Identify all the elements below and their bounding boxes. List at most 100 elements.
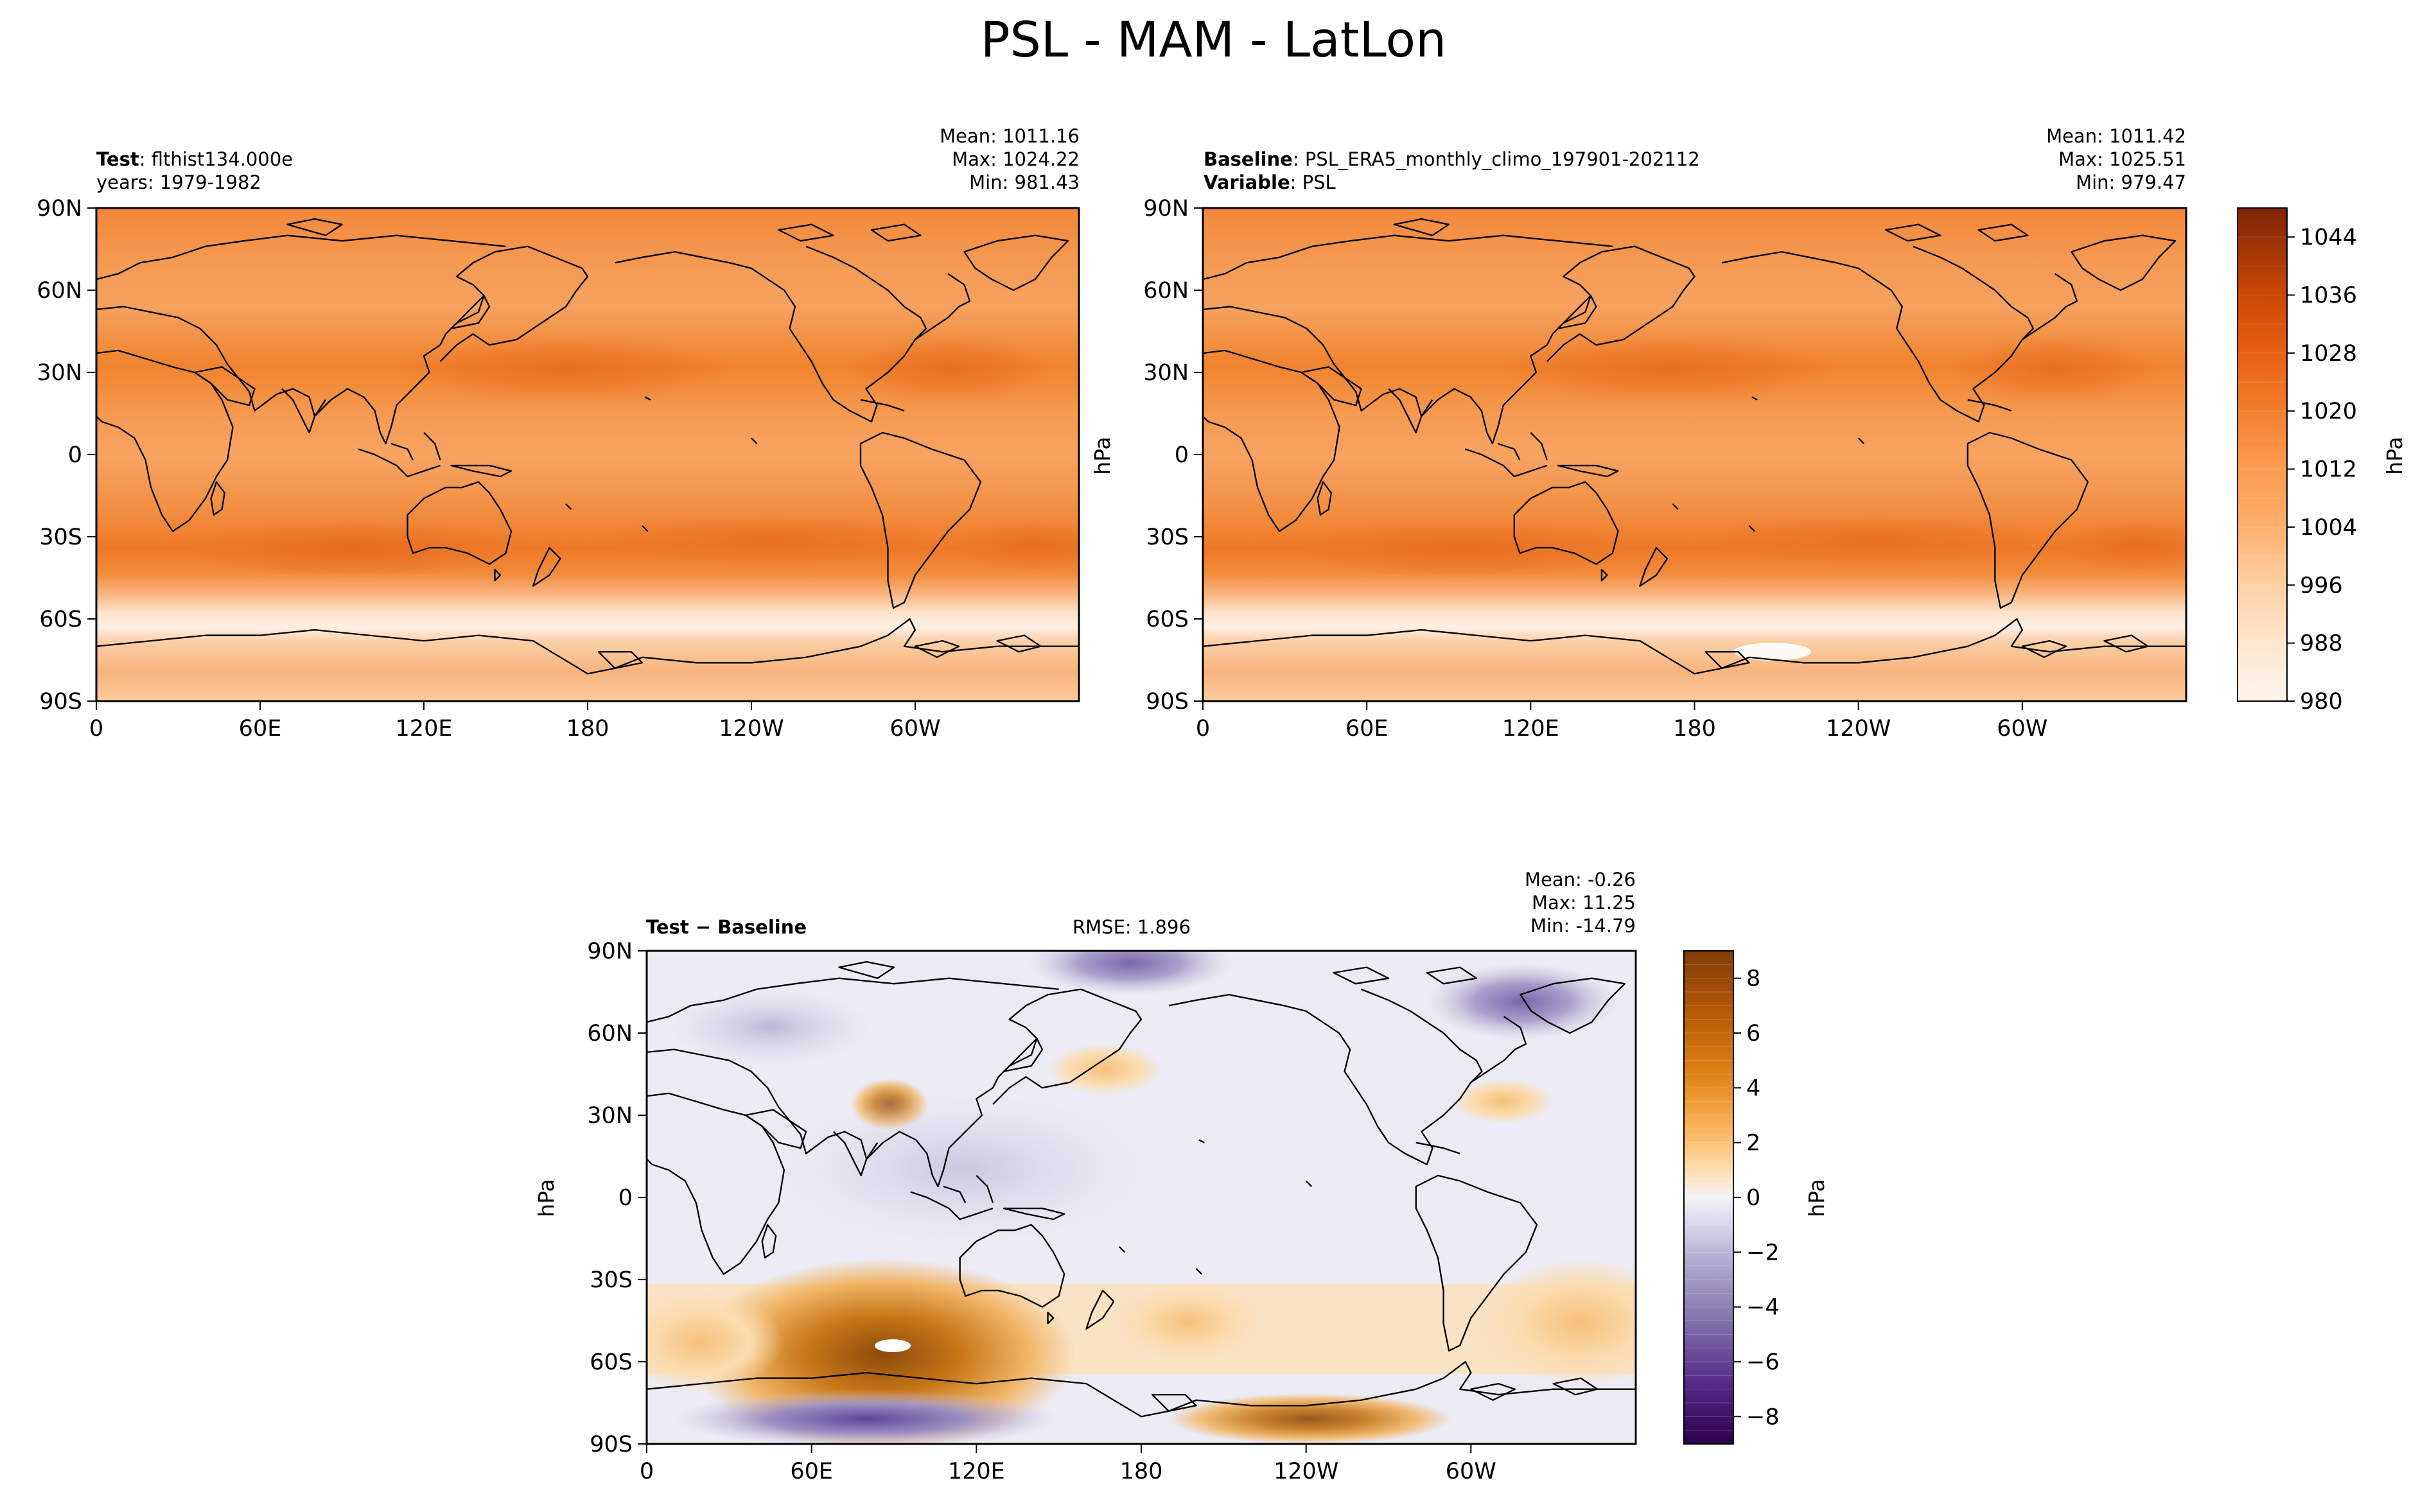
baseline-variable-value: PSL <box>1302 171 1336 193</box>
test-xtick-label: 180 <box>566 716 609 742</box>
baseline-max: Max: 1025.51 <box>2058 148 2186 170</box>
diff-negative-eurasia <box>668 989 873 1066</box>
baseline-ytick-label: 30S <box>1146 525 1189 550</box>
baseline-high-north-atlantic <box>1952 334 2158 404</box>
colorbar-diff-ramp <box>1684 951 1733 1444</box>
colorbar-diff <box>1683 950 1734 1445</box>
colorbar-top-bands <box>2238 236 2287 673</box>
test-ytick-label: 60S <box>39 607 82 632</box>
baseline-low-ross-sea <box>1734 643 1811 661</box>
diff-ylabel: hPa <box>534 1179 559 1217</box>
diff-map <box>645 950 1637 1445</box>
test-map-field <box>96 208 1079 701</box>
colorbar-diff-label: hPa <box>1804 1179 1829 1217</box>
test-ytick-label: 90N <box>37 196 82 222</box>
test-xtick-label: 120W <box>719 716 784 742</box>
baseline-ytick-label: 60N <box>1143 278 1189 304</box>
diff-mean: Mean: -0.26 <box>1524 869 1636 891</box>
diff-xtick-label: 0 <box>640 1459 654 1484</box>
test-min: Min: 981.43 <box>969 171 1080 193</box>
test-ytick-label: 30N <box>37 360 82 386</box>
baseline-high-south-atlantic <box>2062 520 2186 571</box>
colorbar-top-tick-label: 1020 <box>2300 399 2357 424</box>
baseline-ytick-label: 0 <box>1175 442 1189 468</box>
diff-positive-south-atlantic-west <box>647 1290 784 1393</box>
baseline-ytick-label: 30N <box>1143 360 1189 386</box>
colorbar-top-frame <box>2237 207 2288 702</box>
colorbar-top-label: hPa <box>2382 437 2407 475</box>
diff-ytick-label: 60S <box>590 1350 633 1375</box>
baseline-xtick-label: 120E <box>1502 716 1559 742</box>
figure-title: PSL - MAM - LatLon <box>980 11 1447 68</box>
colorbar-top-tick-label: 1044 <box>2300 225 2357 250</box>
colorbar-diff-tick-label: 8 <box>1746 966 1760 992</box>
baseline-xtick-label: 0 <box>1196 716 1210 742</box>
test-mean: Mean: 1011.16 <box>940 125 1080 147</box>
baseline-map <box>1202 207 2187 702</box>
diff-positive-south-pacific <box>1111 1284 1265 1361</box>
colorbar-diff-tick-label: 0 <box>1746 1185 1760 1211</box>
baseline-mean: Mean: 1011.42 <box>2046 125 2186 147</box>
colorbar-diff-bands <box>1684 964 1733 1431</box>
colorbar-top-tick-label: 980 <box>2300 689 2343 715</box>
diff-positive-north-atlantic <box>1451 1079 1554 1124</box>
colorbar-diff-tick-label: 6 <box>1746 1021 1760 1047</box>
diff-ytick-label: 0 <box>618 1185 633 1211</box>
diff-xtick-label: 60W <box>1446 1459 1496 1484</box>
colorbar-diff-tick-label: −8 <box>1746 1404 1780 1430</box>
baseline-label-bold: Baseline <box>1204 148 1293 170</box>
diff-negative-arctic-pacific <box>1028 951 1233 995</box>
diff-negative-greenland <box>1426 963 1618 1040</box>
test-label-value: flthist134.000e <box>151 148 294 170</box>
test-ytick-label: 90S <box>39 689 82 715</box>
baseline-xtick-label: 60W <box>1997 716 2047 742</box>
test-high-north-atlantic <box>848 334 1053 404</box>
diff-negative-tropics <box>771 1091 1156 1246</box>
diff-max-marker <box>875 1339 911 1352</box>
colorbar-top <box>2237 207 2288 702</box>
test-high-north-pacific <box>398 334 732 404</box>
baseline-high-south-indian <box>1297 520 1631 578</box>
diff-min: Min: -14.79 <box>1530 915 1636 937</box>
colorbar-top-tick-label: 988 <box>2300 631 2343 657</box>
test-ytick-label: 30S <box>39 525 82 550</box>
test-xtick-label: 0 <box>89 716 103 742</box>
baseline-high-north-pacific <box>1503 334 1837 404</box>
diff-positive-north-pacific <box>1047 1043 1162 1095</box>
baseline-variable-bold: Variable <box>1204 171 1290 193</box>
test-high-south-indian <box>186 520 520 578</box>
test-years: years: 1979-1982 <box>96 171 261 193</box>
test-ytick-label: 0 <box>68 442 82 468</box>
baseline-ytick-label: 60S <box>1146 607 1189 632</box>
colorbar-diff-tick-label: −4 <box>1746 1295 1780 1321</box>
colorbar-diff-tick-label: −2 <box>1746 1240 1780 1265</box>
colorbar-top-tick-label: 1012 <box>2300 457 2357 483</box>
baseline-xtick-label: 60E <box>1345 716 1389 742</box>
colorbar-top-tick-label: 1028 <box>2300 341 2357 367</box>
baseline-xtick-label: 120W <box>1826 716 1891 742</box>
baseline-xtick-label: 180 <box>1673 716 1716 742</box>
diff-ytick-label: 60N <box>587 1021 633 1047</box>
colorbar-top-tick-label: 996 <box>2300 573 2343 598</box>
diff-positive-west-antarctica <box>1169 1393 1451 1444</box>
diff-panel-label: Test − Baseline <box>646 916 807 938</box>
diff-rmse: RMSE: 1.896 <box>1073 916 1191 938</box>
test-max: Max: 1024.22 <box>952 148 1080 170</box>
test-xtick-label: 60E <box>239 716 282 742</box>
colorbar-ticks: 980 988 996 1004 1012 1020 1028 1036 1044 −8 −6 −4 −… <box>1733 225 2357 1430</box>
baseline-ylabel: hPa <box>1090 437 1115 475</box>
diff-negative-east-antarctica <box>674 1390 1060 1444</box>
baseline-ytick-label: 90S <box>1146 689 1189 715</box>
baseline-map-field <box>1203 208 2186 701</box>
colorbar-top-ramp <box>2238 208 2287 701</box>
baseline-panel-label: Baseline: PSL_ERA5_monthly_climo_197901-… <box>1204 148 1700 170</box>
baseline-variable: Variable: PSL <box>1204 171 1336 193</box>
diff-ytick-label: 30N <box>587 1103 633 1129</box>
test-xtick-label: 120E <box>396 716 453 742</box>
colorbar-diff-tick-label: 2 <box>1746 1131 1760 1156</box>
test-xtick-label: 60W <box>889 716 940 742</box>
baseline-label-value: PSL_ERA5_monthly_climo_197901-202112 <box>1304 148 1700 170</box>
test-map <box>95 207 1080 702</box>
